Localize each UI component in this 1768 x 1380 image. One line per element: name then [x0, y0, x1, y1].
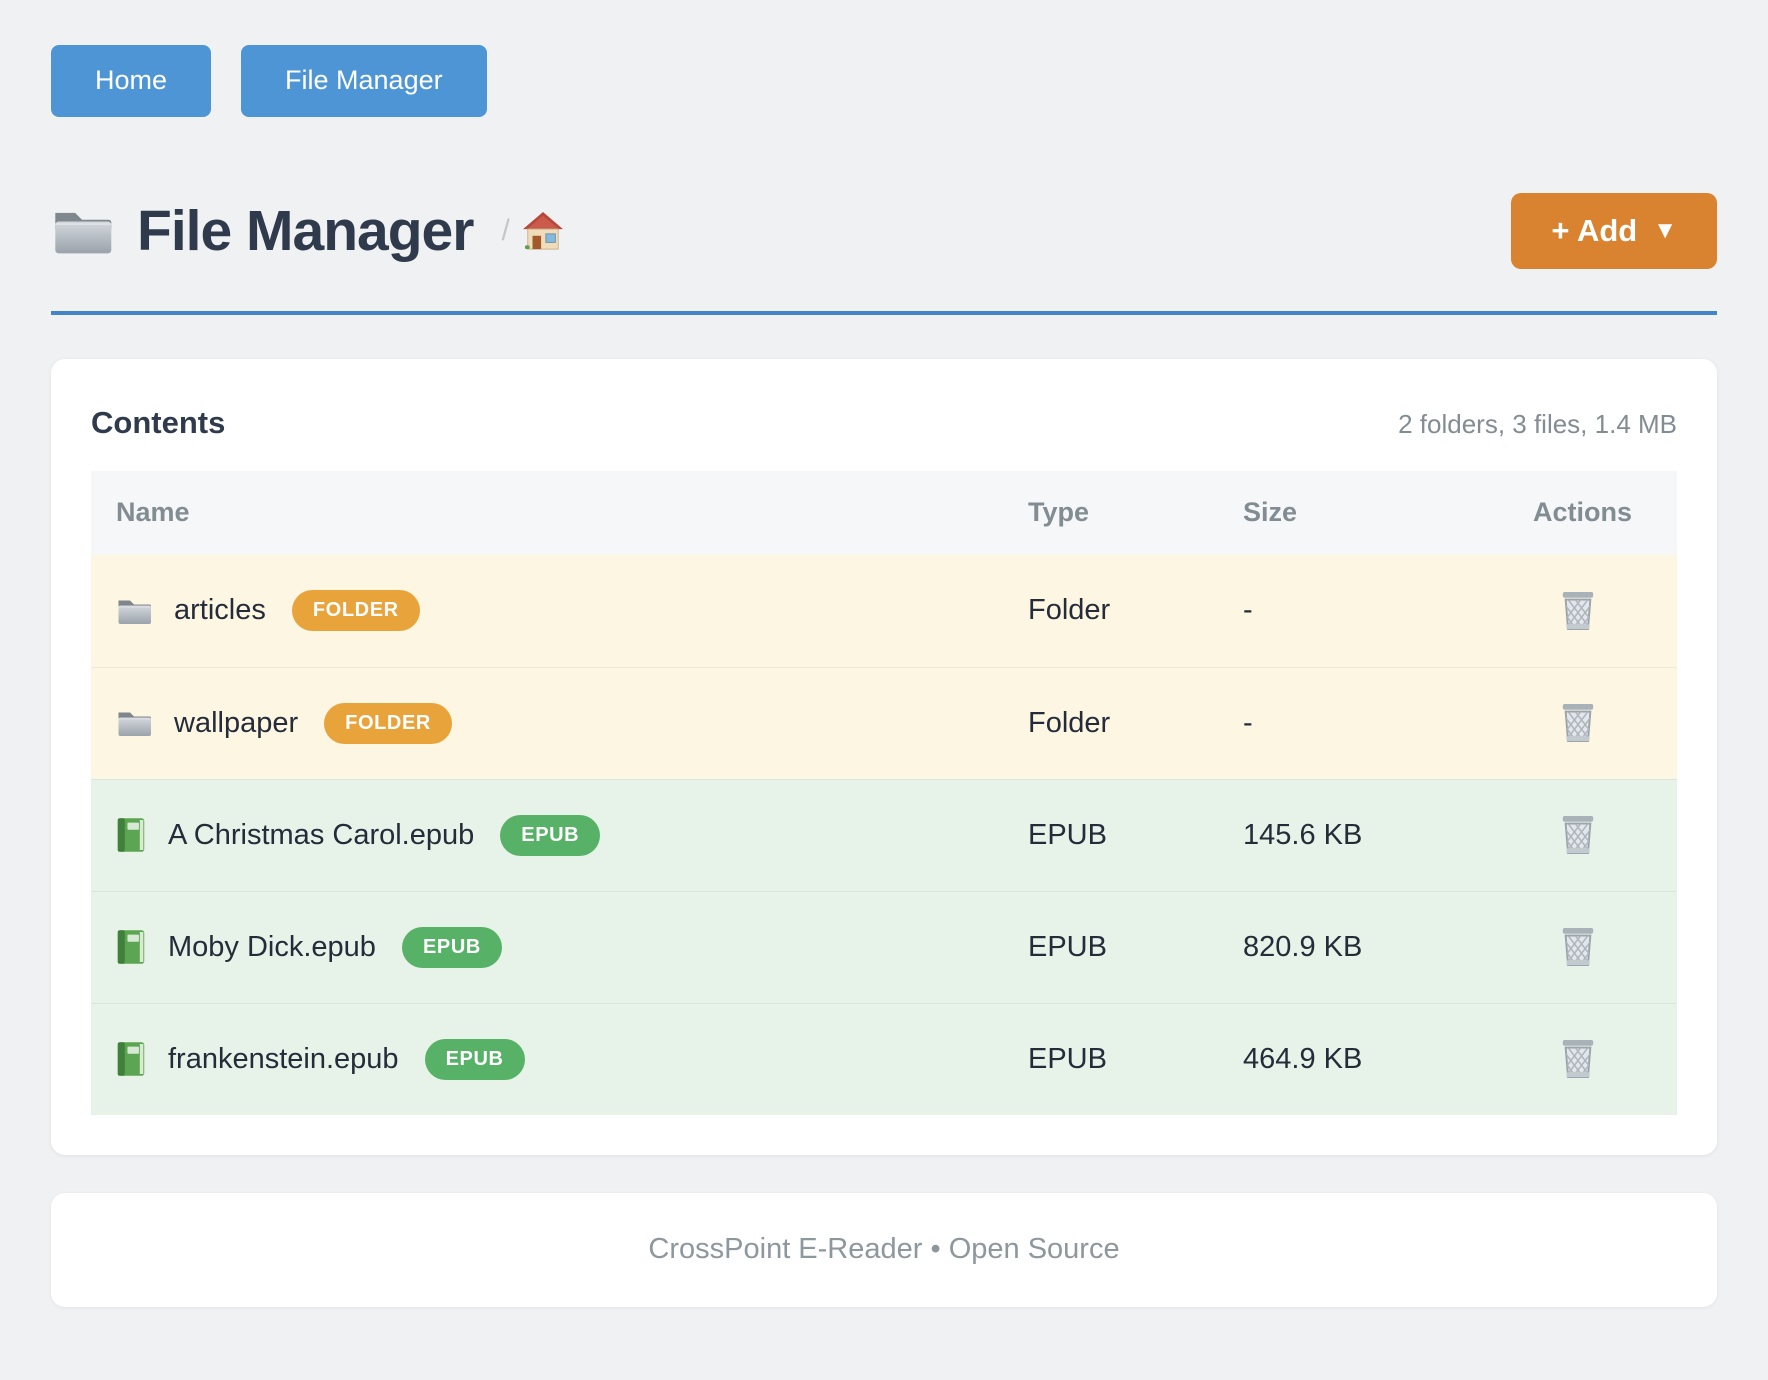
file-table: Name Type Size Actions [91, 470, 1677, 1115]
add-button-label: + Add [1551, 212, 1638, 248]
column-header-type: Type [1028, 497, 1090, 528]
book-icon [116, 1041, 146, 1077]
file-name[interactable]: A Christmas Carol.epub [168, 818, 475, 851]
size-cell: 145.6 KB [1243, 818, 1363, 851]
type-cell: EPUB [1028, 818, 1107, 851]
type-badge: EPUB [424, 1038, 525, 1080]
caret-down-icon: ▼ [1653, 216, 1677, 244]
column-header-actions: Actions [1533, 497, 1633, 528]
type-cell: Folder [1028, 706, 1111, 739]
size-cell: - [1243, 706, 1253, 739]
table-row: Moby Dick.epub EPUB EPUB 820.9 KB [91, 890, 1677, 1003]
page-title: File Manager [137, 198, 474, 263]
top-nav: Home File Manager [51, 45, 1717, 117]
name-cell: A Christmas Carol.epub EPUB [91, 814, 1028, 856]
size-cell: 820.9 KB [1243, 930, 1363, 963]
file-name[interactable]: articles [174, 594, 266, 627]
contents-summary: 2 folders, 3 files, 1.4 MB [1398, 408, 1677, 439]
size-cell: 464.9 KB [1243, 1042, 1363, 1075]
name-cell: wallpaper FOLDER [91, 702, 1028, 744]
delete-button[interactable] [1559, 926, 1597, 968]
delete-button[interactable] [1559, 590, 1597, 632]
actions-cell [1533, 590, 1677, 632]
footer: CrossPoint E-Reader • Open Source [51, 1192, 1717, 1307]
card-header: Contents 2 folders, 3 files, 1.4 MB [91, 405, 1677, 441]
type-badge: EPUB [500, 814, 601, 856]
page: Home File Manager File Manager / [51, 45, 1717, 1307]
footer-text: CrossPoint E-Reader • Open Source [648, 1233, 1120, 1266]
table-row: wallpaper FOLDER Folder - [91, 666, 1677, 779]
type-badge: FOLDER [291, 590, 420, 632]
actions-cell [1533, 814, 1677, 856]
trash-icon [1559, 1038, 1597, 1080]
folder-icon [116, 596, 152, 626]
delete-button[interactable] [1559, 1038, 1597, 1080]
add-button[interactable]: + Add ▼ [1511, 192, 1717, 269]
contents-card: Contents 2 folders, 3 files, 1.4 MB Name… [51, 358, 1717, 1155]
name-cell: articles FOLDER [91, 590, 1028, 632]
table-body: articles FOLDER Folder - [91, 554, 1677, 1115]
type-badge: EPUB [401, 926, 502, 968]
delete-button[interactable] [1559, 814, 1597, 856]
type-cell: EPUB [1028, 1042, 1107, 1075]
actions-cell [1533, 702, 1677, 744]
type-cell: EPUB [1028, 930, 1107, 963]
trash-icon [1559, 814, 1597, 856]
type-badge: FOLDER [324, 702, 452, 744]
actions-cell [1533, 1038, 1677, 1080]
trash-icon [1559, 702, 1597, 744]
file-name[interactable]: frankenstein.epub [168, 1042, 399, 1075]
table-header-row: Name Type Size Actions [91, 470, 1677, 555]
file-manager-button[interactable]: File Manager [241, 45, 487, 117]
folder-icon [116, 708, 152, 738]
type-cell: Folder [1028, 594, 1111, 627]
column-header-size: Size [1243, 497, 1298, 528]
book-icon [116, 929, 146, 965]
table-row: frankenstein.epub EPUB EPUB 464.9 KB [91, 1002, 1677, 1115]
page-header: File Manager / + Add ▼ [51, 192, 1717, 269]
book-icon [116, 817, 146, 853]
name-cell: Moby Dick.epub EPUB [91, 926, 1028, 968]
actions-cell [1533, 926, 1677, 968]
trash-icon [1559, 590, 1597, 632]
home-icon[interactable] [522, 211, 564, 251]
folder-icon [51, 205, 113, 257]
delete-button[interactable] [1559, 702, 1597, 744]
file-name[interactable]: Moby Dick.epub [168, 930, 376, 963]
table-row: articles FOLDER Folder - [91, 554, 1677, 667]
name-cell: frankenstein.epub EPUB [91, 1038, 1028, 1080]
title-wrap: File Manager / [51, 198, 564, 264]
trash-icon [1559, 926, 1597, 968]
file-name[interactable]: wallpaper [174, 706, 299, 739]
home-button[interactable]: Home [51, 45, 212, 117]
size-cell: - [1243, 594, 1253, 627]
breadcrumb-separator: / [501, 213, 510, 247]
breadcrumb: / [501, 211, 563, 251]
title-divider [51, 310, 1717, 315]
contents-heading: Contents [91, 404, 226, 440]
column-header-name: Name [116, 497, 190, 528]
table-row: A Christmas Carol.epub EPUB EPUB 145.6 K… [91, 778, 1677, 891]
